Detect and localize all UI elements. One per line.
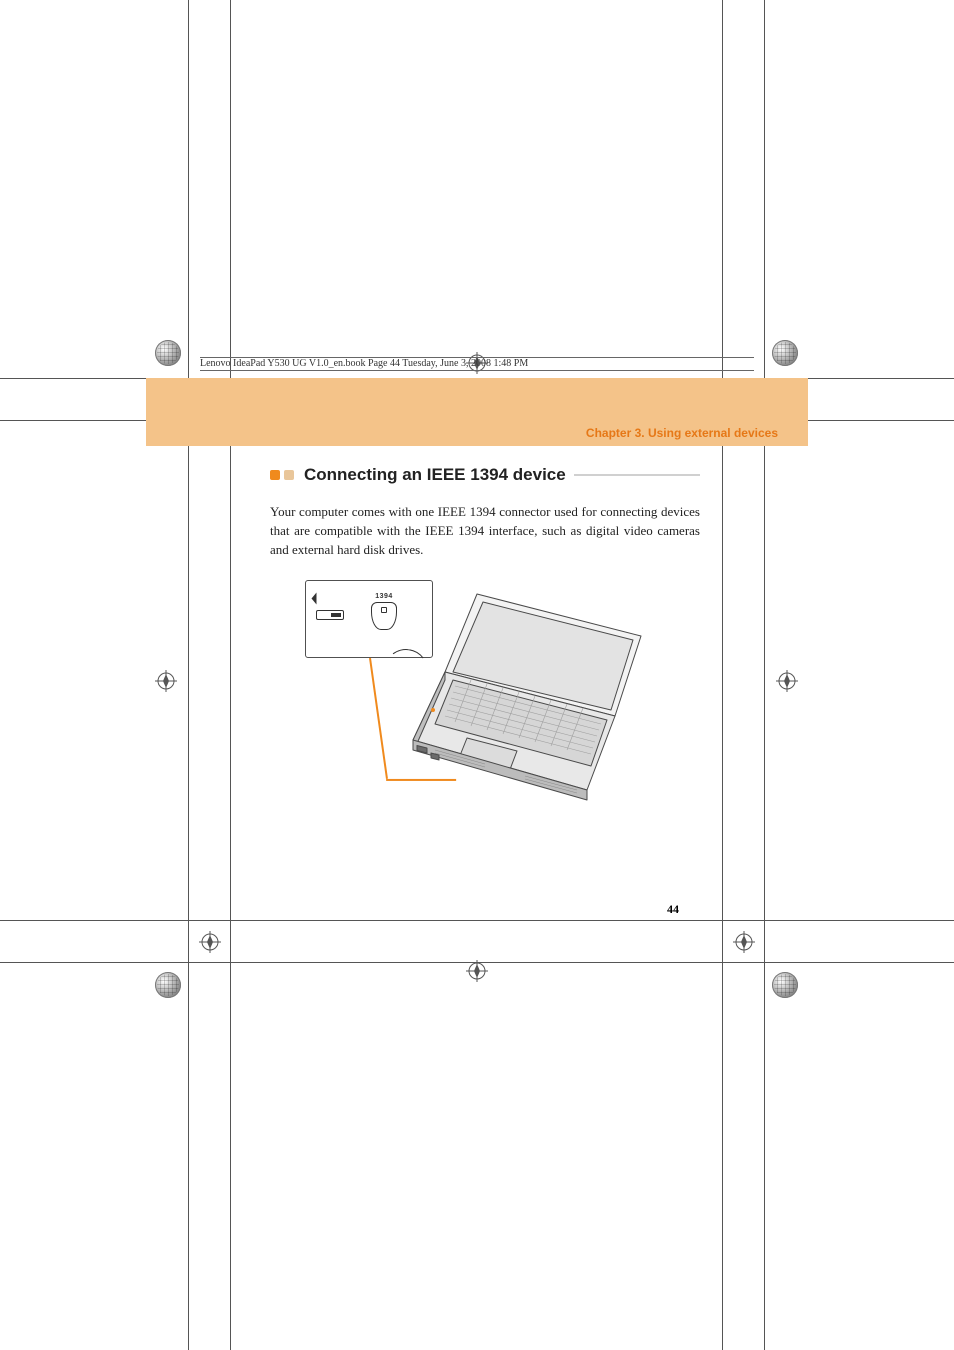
crop-mark <box>230 0 231 1350</box>
crop-mark <box>188 0 189 1350</box>
content-area: Connecting an IEEE 1394 device Your comp… <box>270 465 700 820</box>
running-header: Lenovo IdeaPad Y530 UG V1.0_en.book Page… <box>200 355 754 373</box>
registration-target <box>199 931 221 953</box>
registration-globe <box>155 340 181 366</box>
callout-leader-line <box>369 657 388 778</box>
heading-bullet-icon <box>284 470 294 480</box>
body-paragraph: Your computer comes with one IEEE 1394 c… <box>270 503 700 560</box>
registration-target <box>776 670 798 692</box>
registration-globe <box>155 972 181 998</box>
usb-port-icon <box>316 596 348 632</box>
section-heading-row: Connecting an IEEE 1394 device <box>270 465 700 485</box>
crop-mark <box>764 0 765 1350</box>
registration-globe <box>772 340 798 366</box>
crop-mark <box>0 920 954 921</box>
section-heading: Connecting an IEEE 1394 device <box>304 465 566 485</box>
chapter-title: Chapter 3. Using external devices <box>586 426 778 440</box>
registration-target <box>155 670 177 692</box>
running-header-text: Lenovo IdeaPad Y530 UG V1.0_en.book Page… <box>200 358 528 369</box>
registration-globe <box>772 972 798 998</box>
registration-target <box>733 931 755 953</box>
heading-bullet-icon <box>270 470 280 480</box>
registration-target <box>466 960 488 982</box>
figure: 1394 <box>305 580 665 820</box>
laptop-illustration <box>395 590 665 810</box>
heading-rule <box>574 474 700 476</box>
chapter-banner: Chapter 3. Using external devices <box>146 378 808 446</box>
crop-mark <box>722 0 723 1350</box>
page-number: 44 <box>667 902 679 917</box>
